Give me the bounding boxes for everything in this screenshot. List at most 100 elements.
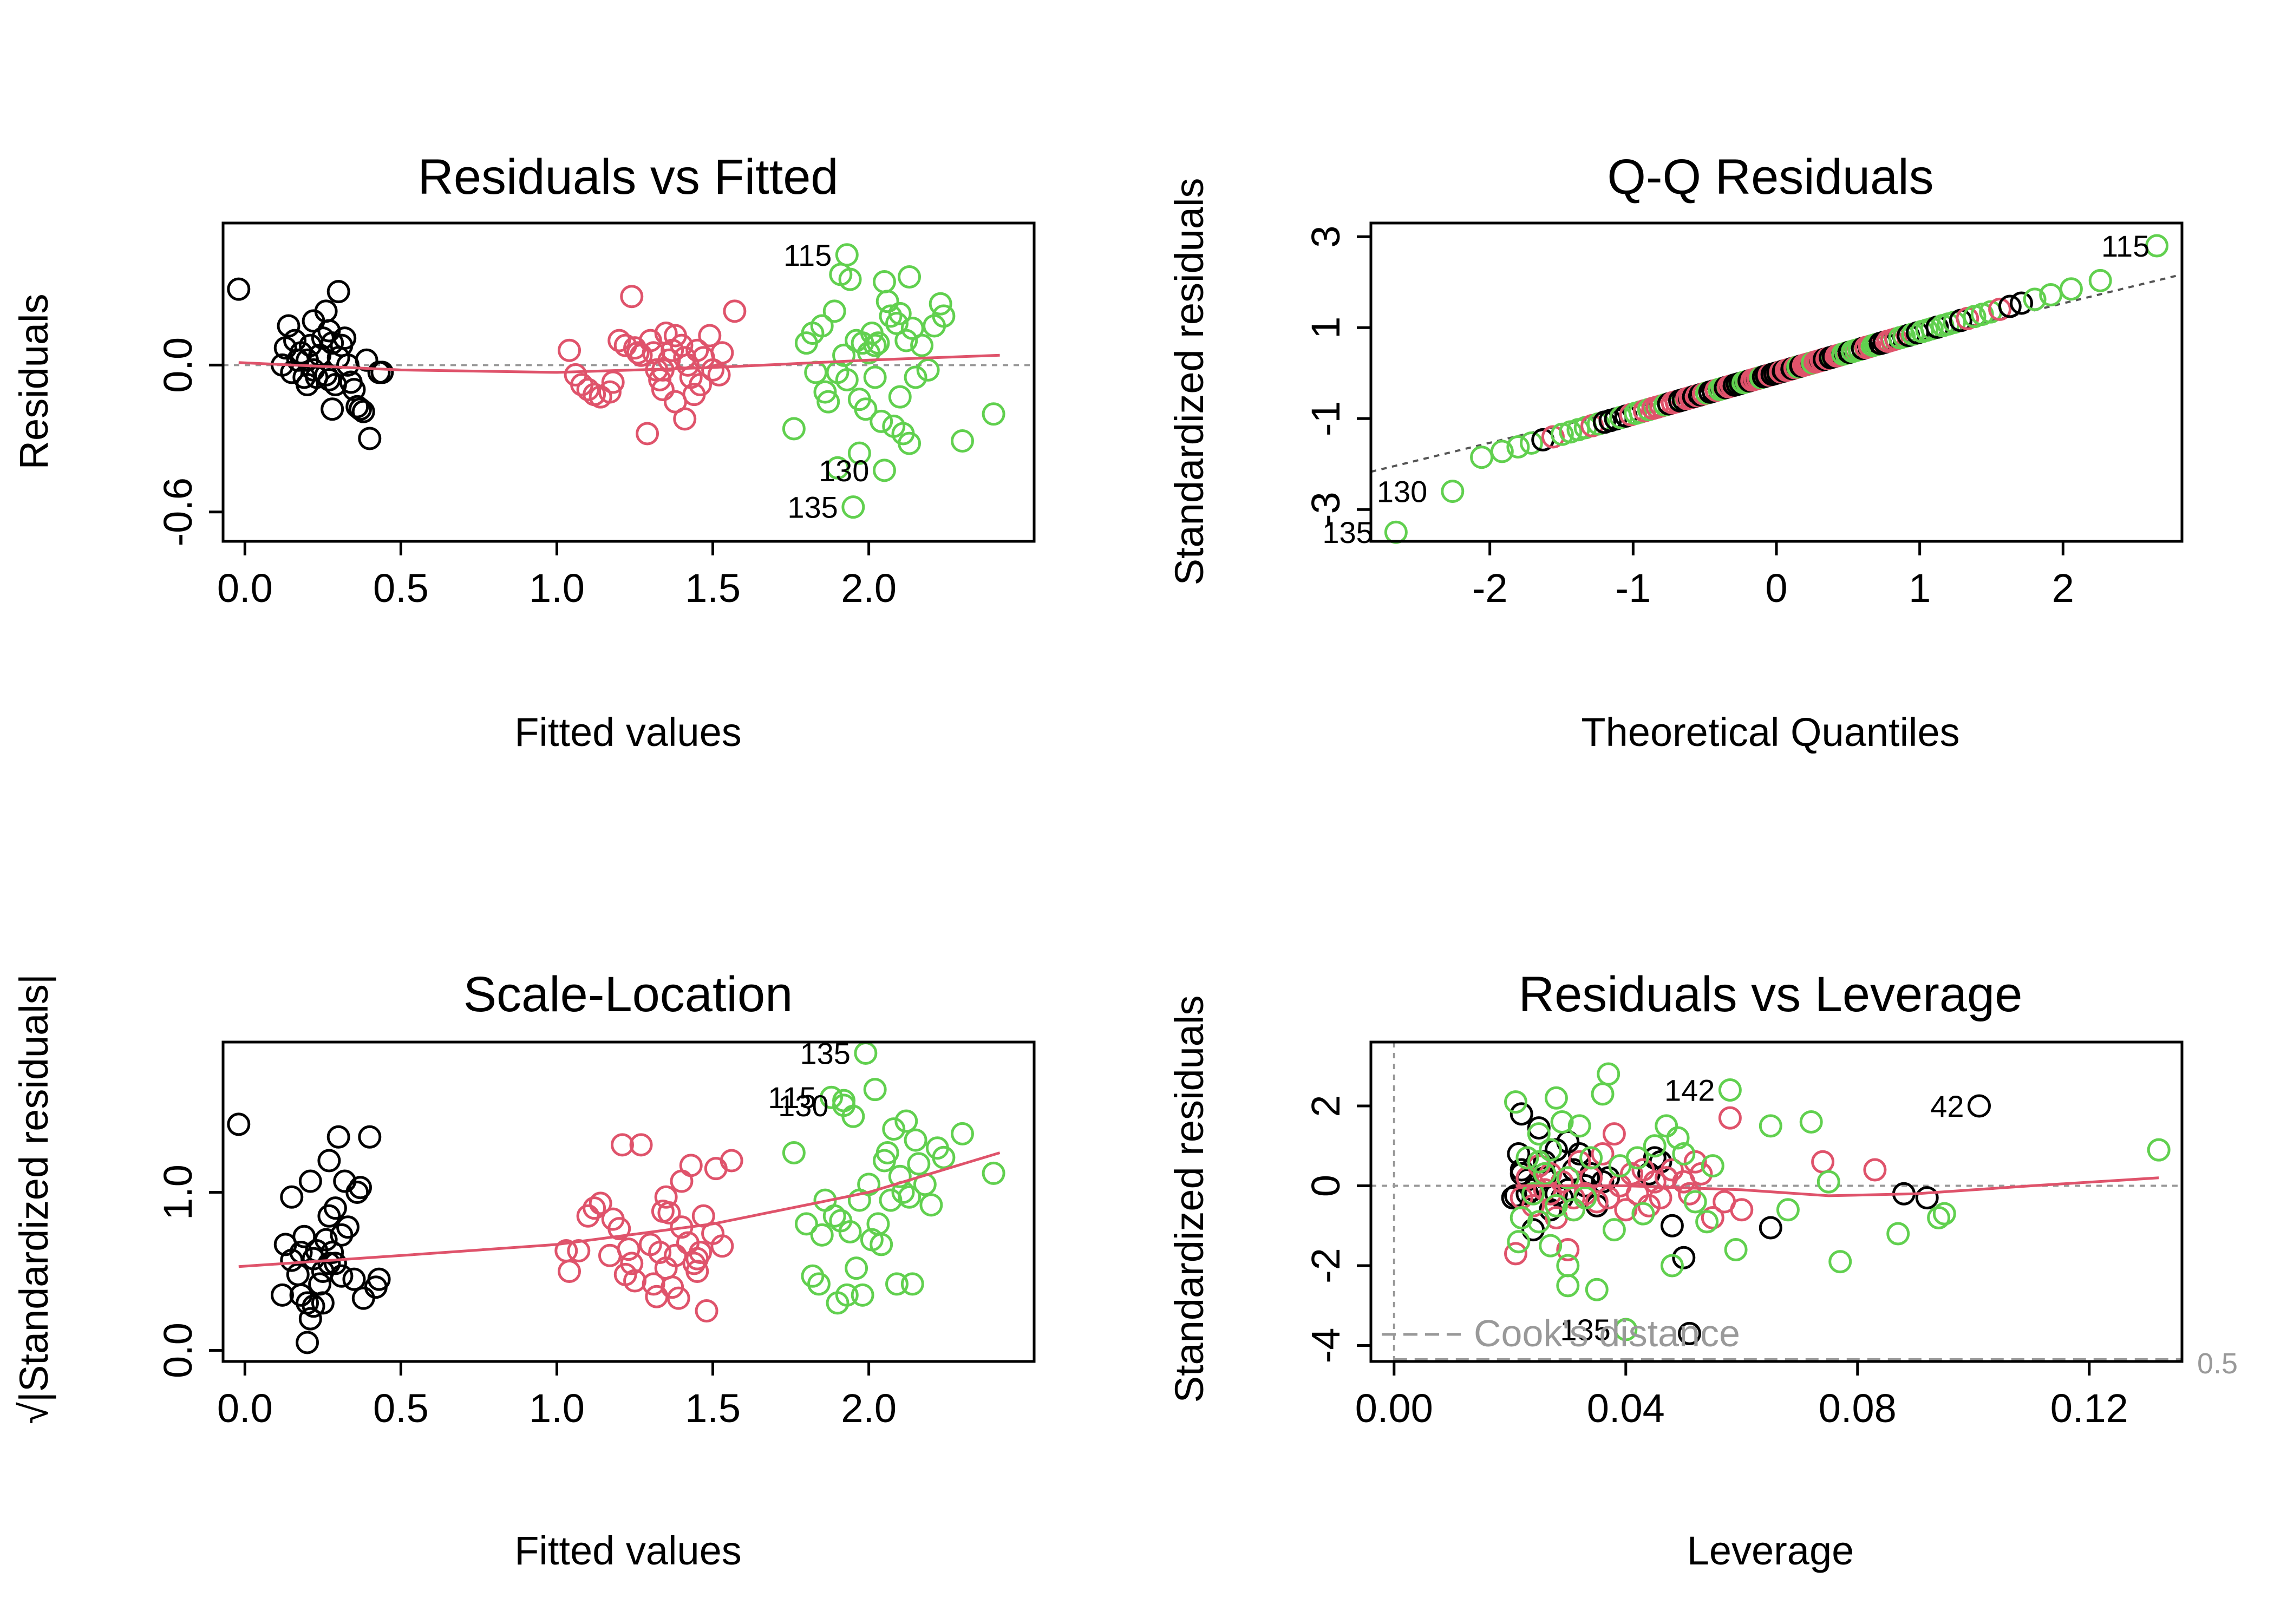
data-point-group-3 — [832, 1089, 856, 1112]
y-tick-label: 0 — [1303, 1175, 1348, 1197]
data-point-group-3 — [875, 290, 899, 313]
panel-qq-residuals: Q-Q Residuals Theoretical Quantiles Stan… — [1167, 149, 2184, 755]
data-point-group-1 — [302, 1294, 325, 1318]
data-point-group-3 — [1799, 1110, 1823, 1134]
data-point-group-3 — [835, 243, 859, 267]
data-point-group-3 — [898, 1185, 922, 1209]
data-point-group-2 — [685, 1247, 709, 1271]
data-point-group-3 — [801, 1264, 825, 1288]
data-point-group-3 — [910, 333, 934, 357]
point-label-135: 135 — [787, 490, 838, 525]
qq-point-group-1 — [2010, 291, 2034, 315]
data-point-group-2 — [654, 1185, 678, 1209]
x-tick-label: 0 — [1765, 566, 1787, 611]
data-point-group-2 — [661, 1275, 684, 1299]
x-tick-label: -2 — [1472, 566, 1508, 611]
panel-residuals-vs-leverage: Residuals vs Leverage Leverage Standardi… — [1167, 967, 2238, 1573]
data-point-group-3 — [1527, 1210, 1551, 1234]
data-point-group-2 — [710, 341, 734, 365]
data-point-group-1 — [349, 397, 373, 421]
data-point-group-1 — [367, 1267, 391, 1291]
data-point-group-3 — [1504, 1090, 1527, 1114]
x-tick-label: 0.00 — [1355, 1386, 1433, 1431]
data-point-group-2 — [629, 1133, 653, 1157]
data-point-group-3 — [872, 459, 896, 482]
data-point-group-1 — [296, 373, 319, 397]
x-tick-label: 1.0 — [529, 1386, 585, 1431]
x-tick-label: 0.0 — [217, 1386, 273, 1431]
data-point-group-2 — [1683, 1150, 1707, 1174]
data-point-group-3 — [782, 417, 806, 441]
data-point-group-3 — [888, 302, 912, 325]
data-point-group-3 — [1886, 1222, 1910, 1246]
data-point-group-1 — [1660, 1214, 1684, 1237]
panel-residuals-vs-fitted: Residuals vs Fitted Fitted values Residu… — [11, 149, 1036, 755]
data-point-group-2 — [558, 1260, 581, 1284]
data-point-group-3 — [1666, 1126, 1690, 1150]
data-point-group-2 — [1863, 1158, 1887, 1182]
y-tick-label: -4 — [1303, 1328, 1348, 1364]
data-point-group-2 — [636, 422, 659, 446]
data-point-group-1 — [280, 1185, 304, 1209]
data-point-group-3 — [1507, 1230, 1531, 1254]
data-point-group-3 — [810, 1223, 834, 1247]
data-point-group-1 — [277, 314, 300, 338]
x-tick-label: 0.12 — [2050, 1386, 2128, 1431]
point-label-142: 142 — [1664, 1073, 1715, 1108]
data-point-group-3 — [1562, 1198, 1585, 1222]
data-point-group-2 — [1597, 1186, 1620, 1210]
x-tick-label: 0.04 — [1587, 1386, 1665, 1431]
data-point-group-2 — [720, 1149, 743, 1173]
data-point-group-2 — [666, 1286, 690, 1310]
data-point-group-3 — [1539, 1138, 1563, 1162]
data-point-group-1 — [345, 395, 369, 418]
data-point-group-3 — [1556, 1166, 1580, 1190]
smoother-line — [238, 1151, 1001, 1268]
data-point-group-3 — [1631, 1202, 1655, 1226]
data-point-group-3 — [1660, 1254, 1684, 1278]
data-point-group-1 — [321, 397, 344, 421]
qq-point-group-3 — [2039, 283, 2063, 306]
data-point-group-3 — [810, 314, 834, 338]
data-point-group-3 — [854, 397, 878, 421]
point-label-115: 115 — [768, 1081, 816, 1115]
y-tick-label: 0.0 — [155, 337, 200, 393]
data-point-group-3 — [898, 431, 922, 455]
smoother-line — [1515, 1176, 2159, 1197]
data-point-group-3 — [826, 456, 850, 480]
data-point-group-3 — [1550, 1110, 1574, 1134]
data-point-group-3 — [2147, 1138, 2171, 1162]
data-point-group-1 — [296, 1331, 319, 1354]
data-point-group-1 — [1759, 1216, 1782, 1240]
data-point-group-2 — [673, 407, 697, 431]
data-point-group-3 — [822, 299, 846, 323]
data-point-group-3 — [1544, 1086, 1568, 1110]
data-point-group-2 — [1521, 1194, 1545, 1217]
data-point-group-2 — [610, 1133, 634, 1157]
data-point-group-3 — [857, 1173, 881, 1196]
data-point-group-1 — [339, 370, 363, 394]
data-point-group-3 — [1683, 1190, 1707, 1214]
x-tick-label: 1 — [1909, 566, 1931, 611]
y-tick-label: -1 — [1303, 401, 1348, 436]
data-point-group-3 — [950, 1122, 974, 1145]
data-point-group-3 — [888, 1164, 912, 1188]
point-label-135: 135 — [1560, 1313, 1610, 1347]
y-tick-label: -0.6 — [155, 477, 200, 547]
x-tick-label: 2.0 — [841, 1386, 897, 1431]
plot-frame — [221, 221, 1036, 543]
data-point-group-1 — [351, 400, 375, 423]
data-point-group-3 — [1672, 1142, 1696, 1165]
point-label-135: 135 — [1322, 515, 1373, 549]
point-label-42: 42 — [1930, 1089, 1964, 1123]
data-point-group-3 — [838, 1220, 862, 1243]
data-point-group-1 — [317, 1252, 341, 1275]
data-point-group-3 — [879, 304, 903, 328]
data-point-group-1 — [302, 309, 325, 333]
qq-point-group-3 — [2059, 277, 2083, 301]
x-tick-label: 0.5 — [373, 1386, 429, 1431]
